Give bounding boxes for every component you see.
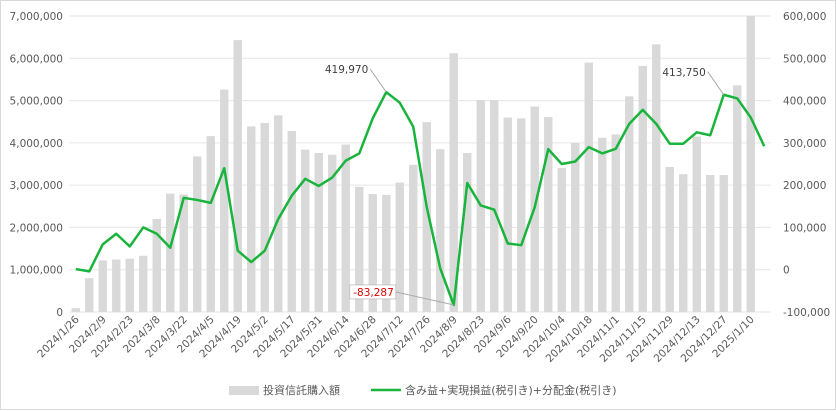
bar: [206, 136, 215, 312]
bar: [625, 96, 634, 312]
bar: [665, 166, 674, 312]
right-axis-ticks: -100,000 0 100,000 200,000 300,000 400,000 500…: [783, 11, 830, 319]
annotation-label: 419,970: [325, 64, 368, 76]
right-tick-label: 500,000: [783, 53, 826, 65]
bar: [233, 40, 242, 313]
right-tick-label: 100,000: [783, 222, 826, 234]
bar: [98, 260, 107, 312]
bar: [382, 194, 391, 312]
bar: [652, 44, 661, 313]
right-tick-label: -100,000: [783, 307, 830, 319]
bar: [584, 62, 593, 313]
bar: [692, 136, 701, 312]
bar: [341, 144, 350, 312]
bar: [71, 308, 80, 312]
right-tick-label: 300,000: [783, 138, 826, 150]
bar-series: [71, 16, 755, 313]
annotations: 419,970 -83,287 413,750: [325, 64, 725, 306]
left-tick-label: 5,000,000: [10, 96, 63, 108]
bar: [598, 137, 607, 312]
left-tick-label: 4,000,000: [10, 138, 63, 150]
bar: [368, 194, 377, 312]
bar: [611, 134, 620, 312]
legend-bar-label: 投資信託購入額: [263, 383, 340, 397]
annotation-label: -83,287: [353, 287, 394, 299]
bar: [733, 85, 742, 312]
legend-bar-swatch: [229, 386, 259, 395]
annotation-box: [349, 284, 397, 300]
x-axis-ticks: 2024/1/262024/2/92024/2/232024/3/82024/3…: [35, 313, 757, 365]
bar: [503, 117, 512, 312]
bar: [395, 182, 404, 312]
bar: [112, 259, 121, 312]
bar: [706, 174, 715, 312]
left-tick-label: 6,000,000: [10, 53, 63, 65]
left-tick-label: 7,000,000: [10, 11, 63, 23]
bar: [314, 153, 323, 312]
annotation-leader: [369, 68, 387, 93]
right-tick-label: 400,000: [783, 96, 826, 108]
right-tick-label: 600,000: [783, 11, 826, 23]
bar: [571, 142, 580, 312]
bar: [247, 126, 256, 312]
line-series: [75, 90, 766, 307]
left-tick-label: 1,000,000: [10, 265, 63, 277]
bar: [490, 100, 499, 312]
bar: [179, 194, 188, 312]
bar: [355, 186, 364, 312]
bar: [544, 117, 553, 312]
bar: [139, 255, 148, 312]
bar: [638, 65, 647, 312]
bar: [463, 153, 472, 312]
annotation-leader: [395, 291, 454, 306]
right-tick-label: 0: [783, 265, 790, 277]
bar: [166, 193, 175, 312]
bar: [517, 118, 526, 313]
bar: [85, 278, 94, 312]
bar: [301, 149, 310, 312]
annotation-label: 413,750: [662, 67, 705, 79]
bar: [746, 16, 755, 312]
bar: [274, 115, 283, 312]
line-path: [75, 90, 766, 307]
bar: [260, 122, 269, 313]
bar: [193, 156, 202, 312]
bar: [125, 258, 134, 312]
bar: [679, 174, 688, 312]
bar: [557, 167, 566, 312]
left-axis-ticks: 0 1,000,000 2,000,000 3,000,000 4,000,000 5,0…: [10, 11, 63, 319]
legend: 投資信託購入額 含み益+実現損益(税引き)+分配金(税引き): [229, 383, 617, 397]
annotation-leader: [707, 71, 725, 96]
right-tick-label: 200,000: [783, 180, 826, 192]
left-tick-label: 3,000,000: [10, 180, 63, 192]
bar: [287, 131, 296, 312]
left-tick-label: 2,000,000: [10, 222, 63, 234]
bar: [328, 154, 337, 312]
bar: [152, 218, 161, 312]
legend-line-label: 含み益+実現損益(税引き)+分配金(税引き): [405, 383, 617, 397]
left-tick-label: 0: [56, 307, 63, 319]
bar: [220, 89, 229, 312]
bar: [449, 53, 458, 313]
bar: [422, 122, 431, 312]
bar: [409, 164, 418, 312]
bar: [719, 174, 728, 312]
bar: [436, 149, 445, 312]
